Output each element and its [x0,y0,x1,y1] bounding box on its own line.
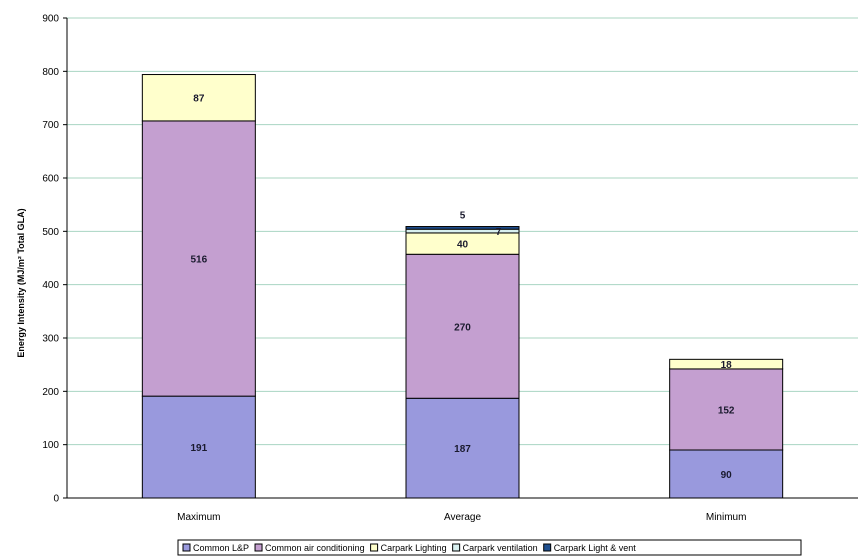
data-label: 40 [457,240,469,251]
bars [141,74,784,499]
y-axis: 0 100 200 300 400 500 600 700 800 900 [42,14,68,505]
data-label: 191 [190,443,207,454]
legend-swatch [254,543,263,552]
y-tick-label: 700 [42,120,59,131]
legend-swatch [370,543,379,552]
bar-segment [141,120,256,397]
data-label: 516 [190,255,207,266]
bar-segment [405,226,520,230]
bar-segment [405,397,520,499]
legend-entry: Carpark Light & vent [554,543,637,553]
data-label: 18 [721,360,733,371]
y-tick-label: 200 [42,387,59,398]
bar-segment [669,358,784,370]
y-tick-label: 500 [42,227,59,238]
legend: Common L&P Common air conditioning Carpark… [177,539,802,556]
data-labels: 191 516 87 187 270 40 7 5 90 152 18 [190,94,734,481]
legend-entry: Carpark ventilation [463,543,538,553]
data-label: 90 [721,470,733,481]
data-label: 5 [460,211,466,222]
y-tick-label: 0 [53,494,59,505]
y-tick-label: 900 [42,14,59,25]
x-axis: Maximum Average Minimum [67,497,858,523]
y-tick-label: 100 [42,440,59,451]
x-tick-label: Maximum [177,512,220,523]
legend-entry: Common air conditioning [265,543,365,553]
legend-swatch [452,543,461,552]
y-tick-label: 400 [42,280,59,291]
y-tick-label: 300 [42,334,59,345]
bar-segment [405,253,520,399]
legend-swatch [182,543,191,552]
data-label: 87 [193,94,205,105]
x-tick-label: Average [444,512,482,523]
data-label: 187 [454,444,471,455]
bar-segment [141,395,256,499]
bar-segment [669,449,784,499]
bar-segment [669,368,784,451]
y-tick-label: 600 [42,174,59,185]
y-tick-label: 800 [42,67,59,78]
data-label: 270 [454,322,471,333]
legend-box [177,539,802,556]
x-tick-label: Minimum [706,512,747,523]
legend-entry: Common L&P [193,543,249,553]
bar-segment [405,228,520,234]
data-label: 7 [496,227,502,238]
legend-swatch [543,543,552,552]
data-label: 152 [718,405,735,416]
y-axis-label: Energy Intensity (MJ/m² Total GLA) [16,208,26,357]
legend-entry: Carpark Lighting [381,543,447,553]
bar-segment [141,74,256,122]
